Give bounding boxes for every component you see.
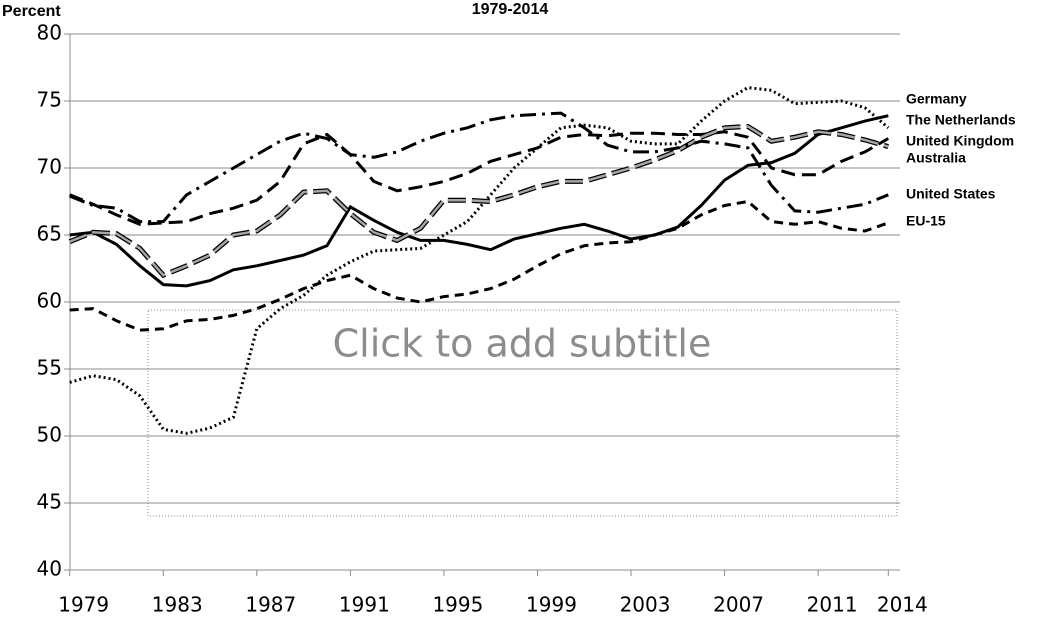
y-tick-label: 65 bbox=[37, 222, 62, 246]
y-axis-label: Percent bbox=[2, 3, 61, 20]
legend-label: United States bbox=[906, 186, 996, 202]
series-line bbox=[69, 125, 889, 277]
legend-label: The Netherlands bbox=[906, 112, 1016, 128]
y-tick-label: 50 bbox=[37, 423, 62, 447]
x-tick-label: 2007 bbox=[713, 593, 764, 617]
x-tick-label: 1987 bbox=[245, 593, 296, 617]
x-tick-label: 2003 bbox=[620, 593, 671, 617]
x-tick-label: 2011 bbox=[807, 593, 858, 617]
series-line bbox=[69, 86, 890, 435]
y-tick-label: 45 bbox=[37, 490, 62, 514]
x-tick-label: 1991 bbox=[339, 593, 390, 617]
y-tick-label: 60 bbox=[37, 289, 62, 313]
chart-title: 1979-2014 bbox=[472, 1, 549, 18]
y-tick-label: 55 bbox=[37, 356, 62, 380]
legend-label: United Kingdom bbox=[906, 133, 1014, 149]
y-tick-label: 70 bbox=[37, 155, 62, 179]
y-tick-label: 40 bbox=[37, 557, 62, 581]
series-line bbox=[69, 130, 890, 226]
legend-label: Germany bbox=[906, 91, 967, 107]
subtitle-placeholder[interactable]: Click to add subtitle bbox=[333, 322, 712, 366]
x-tick-label: 1983 bbox=[152, 593, 203, 617]
x-tick-label: 2014 bbox=[877, 593, 928, 617]
x-tick-label: 1999 bbox=[526, 593, 577, 617]
legend-label: EU-15 bbox=[906, 213, 946, 229]
legend-label: Australia bbox=[906, 150, 966, 166]
series-line bbox=[69, 114, 889, 288]
subtitle-placeholder-box[interactable] bbox=[147, 309, 898, 517]
x-tick-label: 1995 bbox=[432, 593, 483, 617]
series-line bbox=[69, 111, 889, 224]
x-tick-label: 1979 bbox=[58, 593, 109, 617]
series-line bbox=[69, 199, 889, 332]
y-tick-label: 75 bbox=[37, 88, 62, 112]
y-tick-label: 80 bbox=[37, 21, 62, 45]
